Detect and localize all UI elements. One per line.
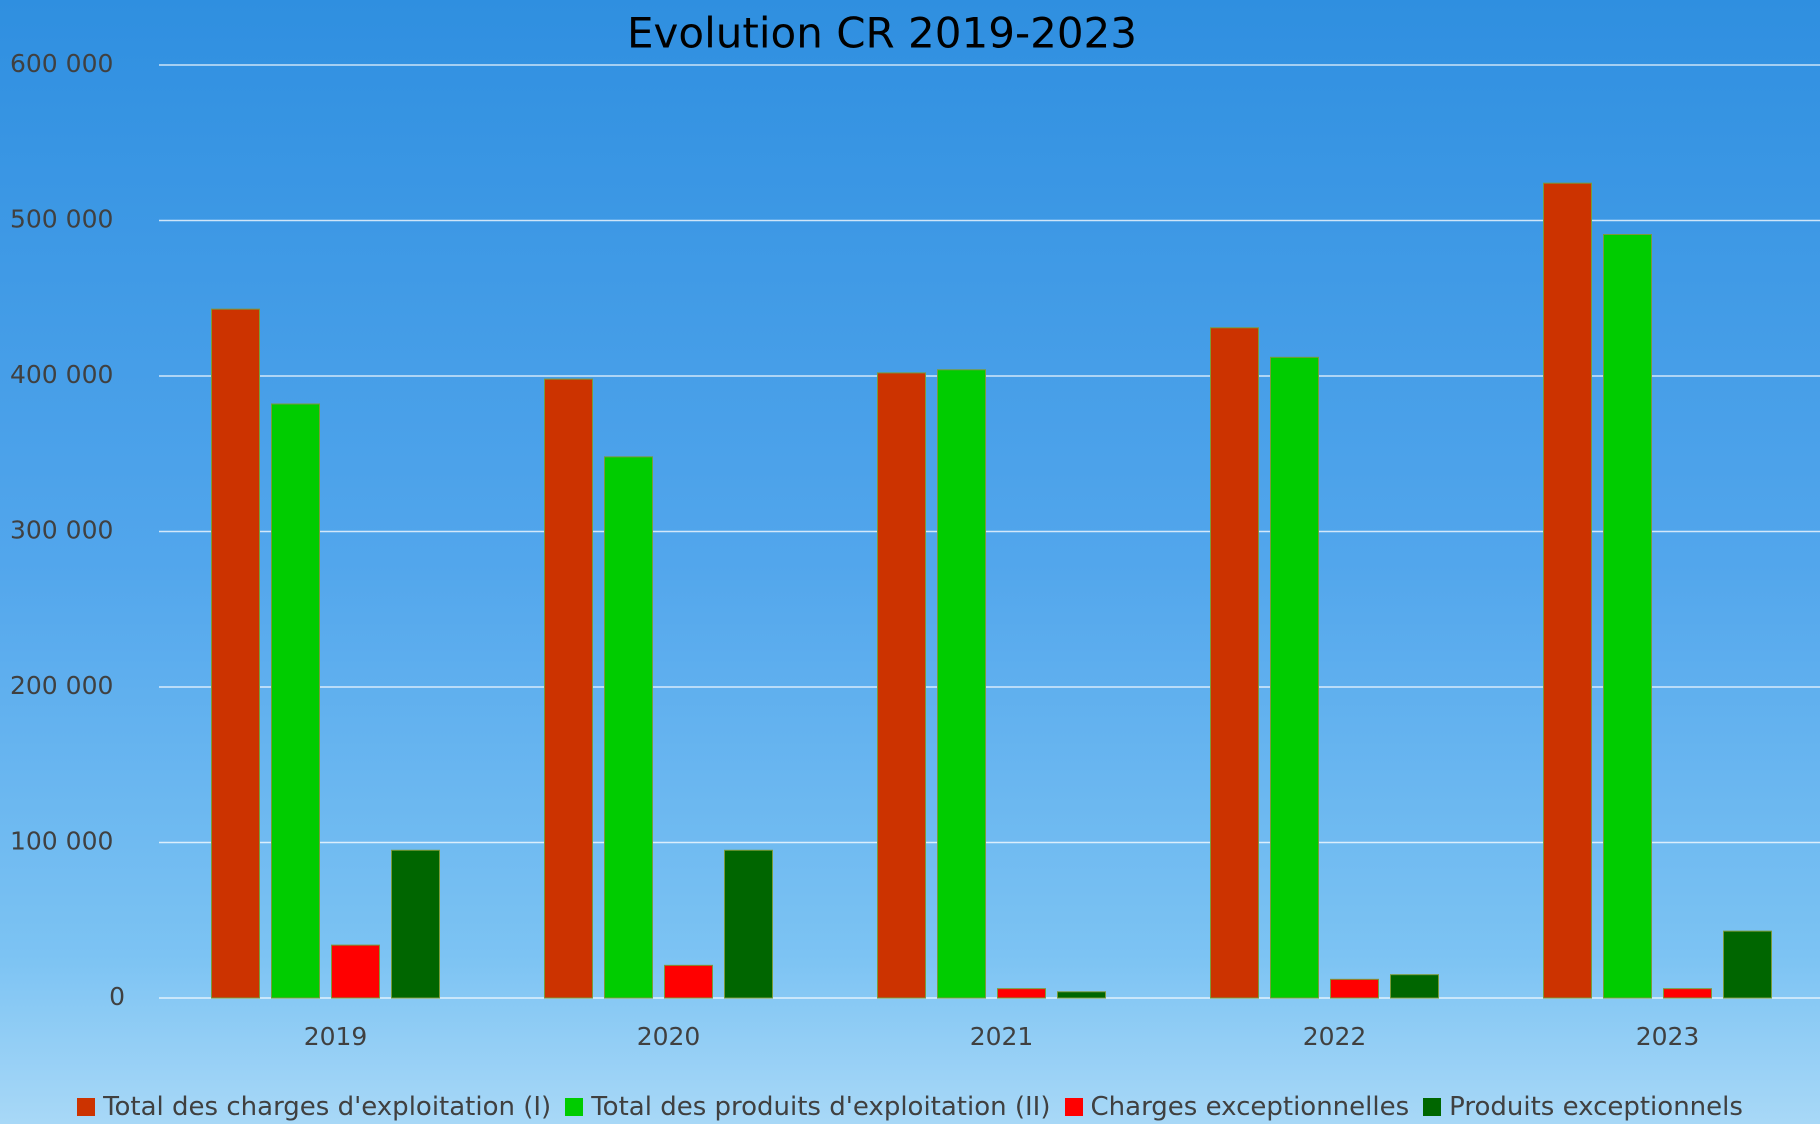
bar (1723, 930, 1772, 999)
legend-swatch (1423, 1098, 1442, 1116)
bar (937, 369, 986, 999)
bar (1390, 974, 1439, 999)
bar (664, 964, 713, 999)
x-tick-label: 2020 (637, 1022, 701, 1051)
bar (1210, 327, 1259, 999)
bar (724, 849, 773, 999)
legend-item: Total des charges d'exploitation (I) (77, 1092, 551, 1122)
bar (1663, 988, 1712, 999)
y-tick-label: 600 000 (10, 49, 113, 78)
bar (331, 944, 380, 999)
y-tick-label: 500 000 (10, 205, 113, 234)
legend-item: Total des produits d'exploitation (II) (565, 1092, 1051, 1122)
x-tick-label: 2022 (1303, 1022, 1367, 1051)
y-tick-label: 0 (109, 982, 125, 1011)
x-tick-label: 2019 (304, 1022, 368, 1051)
bar (877, 372, 926, 999)
legend-label: Total des produits d'exploitation (II) (591, 1092, 1051, 1122)
y-tick-label: 300 000 (10, 516, 113, 545)
bar (211, 308, 260, 999)
bar (1270, 356, 1319, 999)
bar (1543, 182, 1592, 999)
bar (1603, 233, 1652, 999)
legend-label: Charges exceptionnelles (1090, 1092, 1410, 1122)
bar (997, 988, 1046, 999)
chart-title: Evolution CR 2019-2023 (627, 9, 1137, 58)
legend-item: Charges exceptionnelles (1064, 1092, 1410, 1122)
bar (1330, 978, 1379, 999)
x-tick-label: 2023 (1636, 1022, 1700, 1051)
legend-swatch (1064, 1098, 1083, 1116)
y-tick-label: 400 000 (10, 360, 113, 389)
legend-label: Produits exceptionnels (1449, 1092, 1743, 1122)
legend-swatch (565, 1098, 584, 1116)
x-tick-label: 2021 (970, 1022, 1034, 1051)
bar (391, 849, 440, 999)
y-tick-label: 100 000 (10, 827, 113, 856)
bar (271, 403, 320, 999)
bar (544, 378, 593, 999)
legend-swatch (77, 1098, 96, 1116)
bar (604, 456, 653, 999)
y-tick-label: 200 000 (10, 671, 113, 700)
bar (1057, 991, 1106, 999)
legend-label: Total des charges d'exploitation (I) (103, 1092, 552, 1122)
legend: Total des charges d'exploitation (I) Tota… (0, 1092, 1820, 1122)
legend-item: Produits exceptionnels (1423, 1092, 1743, 1122)
